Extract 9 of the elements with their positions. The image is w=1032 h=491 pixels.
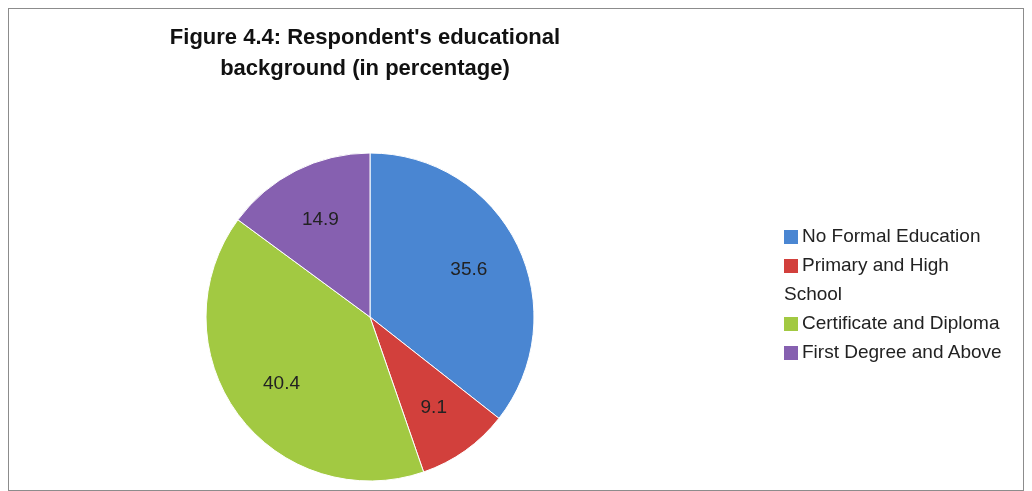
legend-label: First Degree and Above: [802, 341, 1002, 362]
data-label: 40.4: [263, 371, 301, 393]
legend-label: No Formal Education: [802, 225, 981, 246]
data-label: 9.1: [420, 396, 447, 417]
legend-label: Primary and High School: [784, 254, 949, 304]
data-label: 14.9: [301, 208, 339, 230]
chart-title: Figure 4.4: Respondent's educational background (in percentage): [168, 23, 562, 82]
legend-label: Certificate and Diploma: [802, 312, 1000, 333]
data-label: 35.6: [450, 258, 488, 280]
